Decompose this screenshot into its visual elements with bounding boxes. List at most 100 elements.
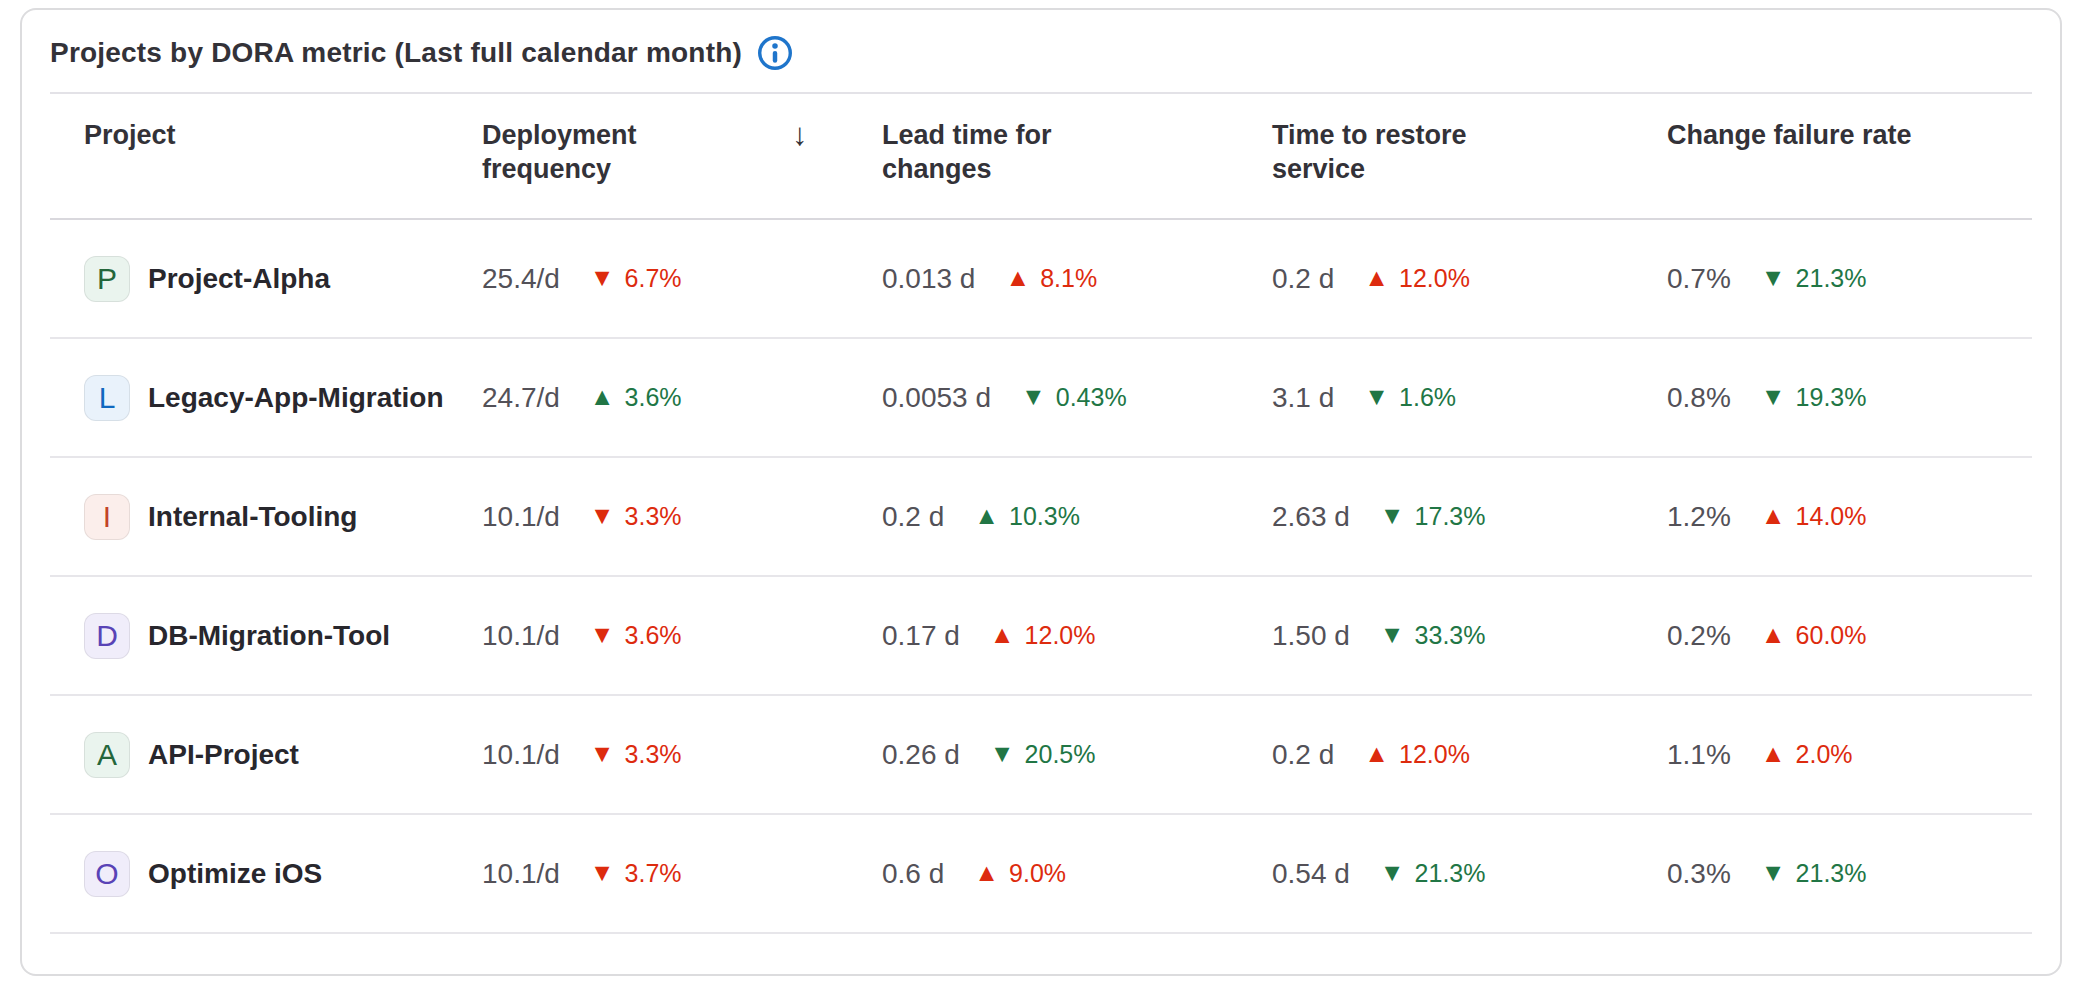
trend-arrow-icon: ▲ <box>990 622 1015 647</box>
trend-arrow-icon: ▲ <box>974 503 999 528</box>
trend-arrow-icon: ▼ <box>1380 622 1405 647</box>
project-avatar: O <box>84 851 130 897</box>
metric-delta-value: 1.6% <box>1399 383 1456 412</box>
metric-delta-value: 19.3% <box>1796 383 1867 412</box>
metric-delta-value: 21.3% <box>1796 264 1867 293</box>
metric-value: 0.7% <box>1667 263 1731 295</box>
metric-value: 10.1/d <box>482 620 560 652</box>
change-failure-rate-cell: 1.2% ▲ 14.0% <box>1667 501 2032 533</box>
project-link[interactable]: A API-Project <box>50 732 482 778</box>
project-link[interactable]: O Optimize iOS <box>50 851 482 897</box>
trend-arrow-icon: ▼ <box>590 741 615 766</box>
metric-delta: ▼ 21.3% <box>1761 264 1867 293</box>
table-row: L Legacy-App-Migration 24.7/d ▲ 3.6% 0.0… <box>50 339 2032 458</box>
project-link[interactable]: L Legacy-App-Migration <box>50 375 482 421</box>
metric-delta-value: 3.3% <box>625 740 682 769</box>
project-name: API-Project <box>148 739 299 771</box>
metric-delta-value: 60.0% <box>1796 621 1867 650</box>
metric-value: 3.1 d <box>1272 382 1334 414</box>
metric-value: 0.6 d <box>882 858 944 890</box>
project-link[interactable]: I Internal-Tooling <box>50 494 482 540</box>
change-failure-rate-cell: 0.8% ▼ 19.3% <box>1667 382 2032 414</box>
metric-delta: ▲ 12.0% <box>990 621 1096 650</box>
metric-delta: ▲ 60.0% <box>1761 621 1867 650</box>
time-to-restore-cell: 0.2 d ▲ 12.0% <box>1272 263 1667 295</box>
metric-value: 0.0053 d <box>882 382 991 414</box>
lead-time-cell: 0.17 d ▲ 12.0% <box>882 620 1272 652</box>
metric-value: 0.8% <box>1667 382 1731 414</box>
metric-value: 25.4/d <box>482 263 560 295</box>
deployment-frequency-cell: 10.1/d ▼ 3.6% <box>482 620 882 652</box>
metric-delta-value: 3.7% <box>625 859 682 888</box>
metric-value: 1.2% <box>1667 501 1731 533</box>
metric-delta: ▼ 33.3% <box>1380 621 1486 650</box>
metric-value: 0.2 d <box>1272 263 1334 295</box>
time-to-restore-cell: 3.1 d ▼ 1.6% <box>1272 382 1667 414</box>
metric-delta-value: 0.43% <box>1056 383 1127 412</box>
project-link[interactable]: D DB-Migration-Tool <box>50 613 482 659</box>
info-circle-icon <box>758 36 792 70</box>
lead-time-cell: 0.6 d ▲ 9.0% <box>882 858 1272 890</box>
metric-delta: ▼ 0.43% <box>1021 383 1127 412</box>
trend-arrow-icon: ▼ <box>1761 860 1786 885</box>
trend-arrow-icon: ▲ <box>974 860 999 885</box>
metric-value: 10.1/d <box>482 501 560 533</box>
metric-value: 0.2 d <box>1272 739 1334 771</box>
metric-delta: ▼ 17.3% <box>1380 502 1486 531</box>
metric-delta: ▼ 21.3% <box>1380 859 1486 888</box>
dora-metrics-card: Projects by DORA metric (Last full calen… <box>20 8 2062 976</box>
column-header-project[interactable]: Project <box>50 118 482 152</box>
trend-arrow-icon: ▲ <box>1761 741 1786 766</box>
metric-delta-value: 3.3% <box>625 502 682 531</box>
project-name: Optimize iOS <box>148 858 322 890</box>
trend-arrow-icon: ▼ <box>1364 384 1389 409</box>
metric-delta-value: 21.3% <box>1415 859 1486 888</box>
metric-delta: ▼ 6.7% <box>590 264 682 293</box>
metric-delta: ▼ 3.3% <box>590 502 682 531</box>
column-header-change-failure-rate[interactable]: Change failure rate <box>1667 118 2032 152</box>
time-to-restore-cell: 1.50 d ▼ 33.3% <box>1272 620 1667 652</box>
trend-arrow-icon: ▲ <box>1364 265 1389 290</box>
metric-delta: ▼ 3.3% <box>590 740 682 769</box>
project-name: Internal-Tooling <box>148 501 357 533</box>
trend-arrow-icon: ▲ <box>590 384 615 409</box>
metric-value: 0.3% <box>1667 858 1731 890</box>
project-link[interactable]: P Project-Alpha <box>50 256 482 302</box>
project-name: Project-Alpha <box>148 263 330 295</box>
metric-delta-value: 20.5% <box>1025 740 1096 769</box>
project-avatar: I <box>84 494 130 540</box>
metric-delta: ▲ 12.0% <box>1364 264 1470 293</box>
project-avatar: D <box>84 613 130 659</box>
metric-value: 1.1% <box>1667 739 1731 771</box>
metric-value: 1.50 d <box>1272 620 1350 652</box>
project-name: DB-Migration-Tool <box>148 620 390 652</box>
trend-arrow-icon: ▼ <box>590 622 615 647</box>
lead-time-cell: 0.2 d ▲ 10.3% <box>882 501 1272 533</box>
column-header-lead-time[interactable]: Lead time for changes <box>882 118 1272 186</box>
metric-value: 0.013 d <box>882 263 975 295</box>
metric-delta-value: 2.0% <box>1796 740 1853 769</box>
table-row: I Internal-Tooling 10.1/d ▼ 3.3% 0.2 d ▲… <box>50 458 2032 577</box>
trend-arrow-icon: ▼ <box>1380 503 1405 528</box>
metric-value: 0.2% <box>1667 620 1731 652</box>
metric-delta-value: 21.3% <box>1796 859 1867 888</box>
metric-delta: ▼ 3.6% <box>590 621 682 650</box>
deployment-frequency-cell: 10.1/d ▼ 3.7% <box>482 858 882 890</box>
info-button[interactable] <box>758 36 792 70</box>
change-failure-rate-cell: 0.3% ▼ 21.3% <box>1667 858 2032 890</box>
table-row: A API-Project 10.1/d ▼ 3.3% 0.26 d ▼ 20.… <box>50 696 2032 815</box>
deployment-frequency-cell: 24.7/d ▲ 3.6% <box>482 382 882 414</box>
metric-delta: ▲ 9.0% <box>974 859 1066 888</box>
trend-arrow-icon: ▼ <box>990 741 1015 766</box>
metric-value: 0.54 d <box>1272 858 1350 890</box>
column-header-deployment-frequency[interactable]: Deployment frequency ↓ <box>482 118 882 186</box>
column-header-time-to-restore[interactable]: Time to restore service <box>1272 118 1667 186</box>
time-to-restore-cell: 0.2 d ▲ 12.0% <box>1272 739 1667 771</box>
metric-delta-value: 12.0% <box>1399 264 1470 293</box>
metric-delta: ▲ 14.0% <box>1761 502 1867 531</box>
metric-delta-value: 12.0% <box>1399 740 1470 769</box>
deployment-frequency-cell: 10.1/d ▼ 3.3% <box>482 501 882 533</box>
deployment-frequency-cell: 10.1/d ▼ 3.3% <box>482 739 882 771</box>
lead-time-cell: 0.013 d ▲ 8.1% <box>882 263 1272 295</box>
dora-table: Project Deployment frequency ↓ Lead time… <box>50 94 2032 934</box>
